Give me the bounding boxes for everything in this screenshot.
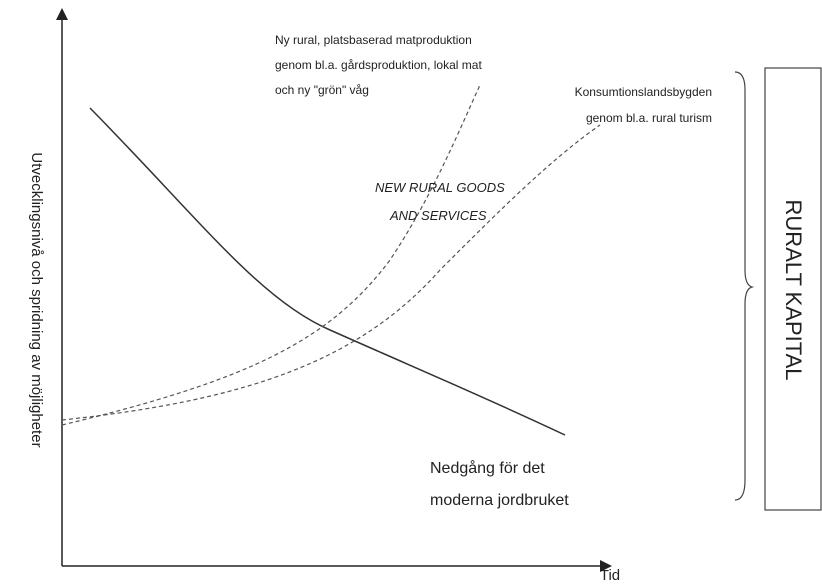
- local-food-curve: [61, 84, 481, 426]
- annotation: moderna jordbruket: [430, 492, 569, 509]
- annotation: Ny rural, platsbaserad matproduktion: [275, 33, 472, 47]
- annotation: Nedgång för det: [430, 459, 545, 477]
- brace: [734, 71, 755, 501]
- box-label: RURALT KAPITAL: [781, 200, 806, 381]
- annotation: NEW RURAL GOODS: [375, 180, 505, 195]
- annotation: genom bl.a. gårdsproduktion, lokal mat: [275, 58, 482, 72]
- decline-curve: [89, 107, 566, 436]
- annotation: genom bl.a. rural turism: [586, 111, 712, 125]
- annotation: AND SERVICES: [389, 208, 487, 223]
- box: [764, 67, 822, 511]
- annotation: och ny "grön" våg: [275, 83, 369, 97]
- annotation: Konsumtionslandsbygden: [575, 85, 712, 99]
- x-axis-label: Tid: [600, 567, 620, 584]
- consumption-curve: [61, 124, 601, 421]
- y-axis-label: Utvecklingsnivå och spridning av möjligh…: [28, 152, 45, 447]
